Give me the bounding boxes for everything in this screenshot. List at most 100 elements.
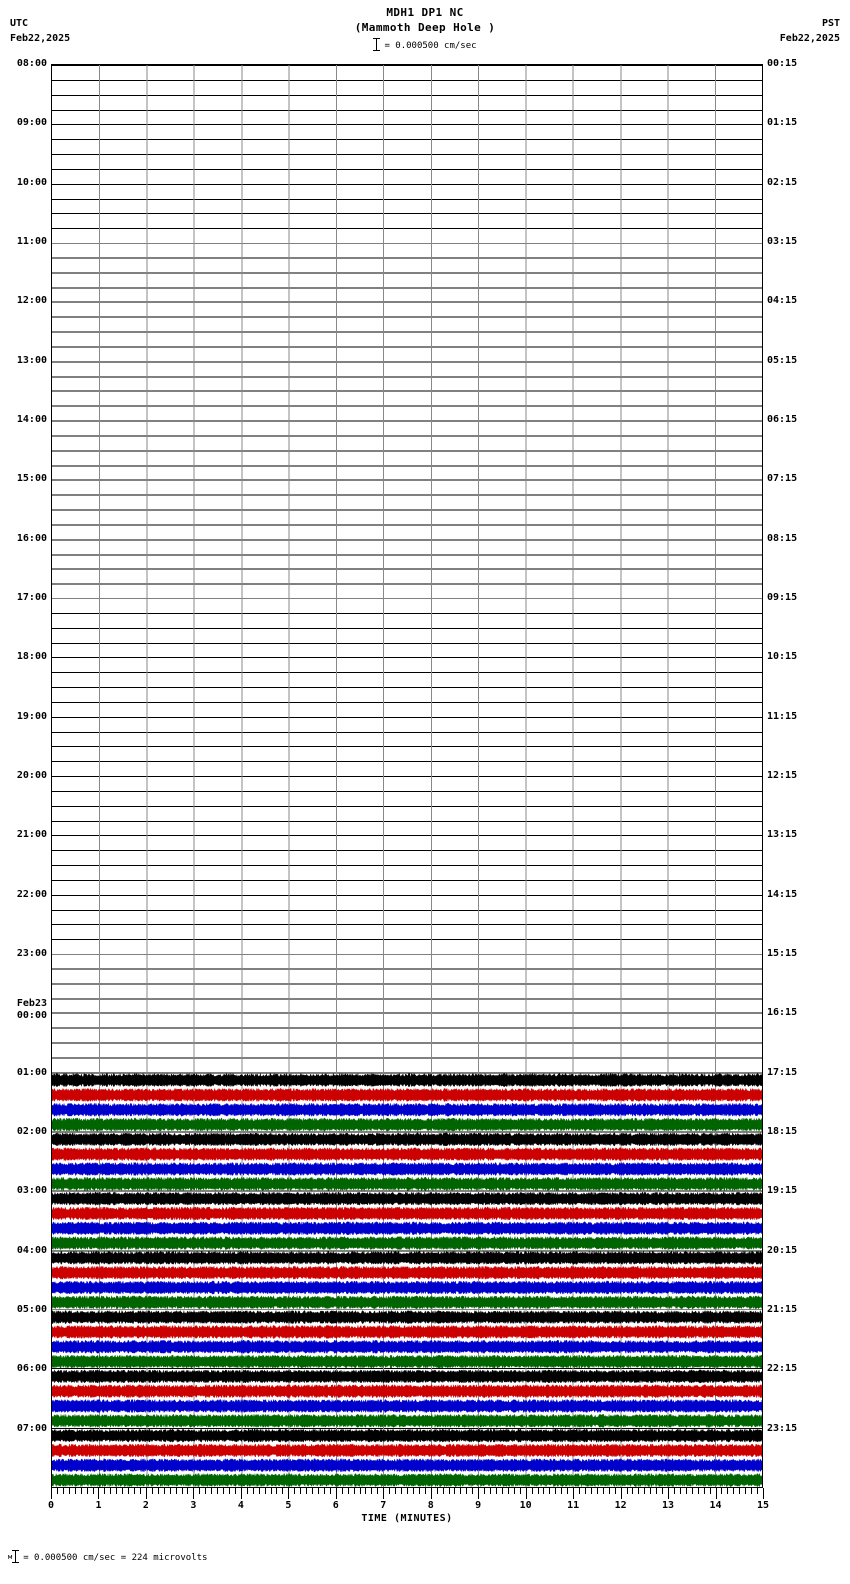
axis-tick-major xyxy=(146,1488,147,1499)
left-time-label: 14:00 xyxy=(16,414,47,425)
axis-tick-minor xyxy=(686,1488,687,1494)
axis-tick-minor xyxy=(199,1488,200,1494)
left-time-label: 11:00 xyxy=(16,236,47,247)
axis-tick-minor xyxy=(235,1488,236,1494)
axis-tick-minor xyxy=(555,1488,556,1494)
right-time-label: 08:15 xyxy=(767,532,798,544)
station-title: MDH1 DP1 NC xyxy=(386,6,464,19)
axis-tick-major xyxy=(383,1488,384,1499)
right-time-label: 23:15 xyxy=(767,1422,798,1434)
axis-tick-minor xyxy=(532,1488,533,1494)
axis-tick-minor xyxy=(733,1488,734,1494)
axis-tick-minor xyxy=(585,1488,586,1494)
axis-tick-minor xyxy=(704,1488,705,1494)
right-time-label: 10:15 xyxy=(767,651,798,663)
axis-tick-minor xyxy=(164,1488,165,1494)
axis-tick-minor xyxy=(330,1488,331,1494)
axis-tick-minor xyxy=(87,1488,88,1494)
minutes-axis: 0 1 2 3 4 5 6 7 8 9 10 11 12 13 14 15 xyxy=(48,1488,769,1528)
axis-tick-minor xyxy=(348,1488,349,1494)
right-time-label: 12:15 xyxy=(767,770,798,781)
left-time-label: 03:00 xyxy=(16,1185,47,1197)
axis-tick-major xyxy=(573,1488,574,1499)
axis-tick-minor xyxy=(407,1488,408,1494)
axis-tick-label: 13 xyxy=(662,1500,675,1511)
axis-tick-major xyxy=(193,1488,194,1499)
axis-tick-minor xyxy=(644,1488,645,1494)
grid-layer xyxy=(52,65,762,1487)
axis-tick-minor xyxy=(490,1488,491,1494)
axis-tick-major xyxy=(668,1488,669,1499)
axis-tick-minor xyxy=(650,1488,651,1494)
footer-prefix: м xyxy=(8,1553,13,1561)
axis-tick-minor xyxy=(259,1488,260,1494)
axis-tick-minor xyxy=(377,1488,378,1494)
footer-scale-label: = 0.000500 cm/sec = 224 microvolts xyxy=(23,1553,208,1563)
axis-tick-label: 14 xyxy=(709,1500,722,1511)
axis-tick-minor xyxy=(466,1488,467,1494)
right-date: Feb22,2025 xyxy=(779,33,840,44)
axis-tick-minor xyxy=(365,1488,366,1494)
axis-tick-minor xyxy=(122,1488,123,1494)
axis-tick-minor xyxy=(502,1488,503,1494)
left-time-label: 10:00 xyxy=(16,176,47,188)
axis-tick-minor xyxy=(538,1488,539,1494)
left-time-label: 05:00 xyxy=(16,1304,47,1315)
axis-tick-minor xyxy=(306,1488,307,1494)
trace-layer xyxy=(52,1072,762,1487)
axis-tick-major xyxy=(51,1488,52,1499)
axis-tick-minor xyxy=(443,1488,444,1494)
axis-tick-label: 2 xyxy=(142,1500,149,1511)
left-time-label: 00:00 xyxy=(16,1010,47,1022)
axis-tick-minor xyxy=(727,1488,728,1494)
left-time-label: 13:00 xyxy=(16,354,47,366)
left-time-label: Feb23 xyxy=(16,998,47,1010)
axis-tick-minor xyxy=(57,1488,58,1494)
axis-tick-label: 15 xyxy=(756,1500,770,1511)
axis-tick-major xyxy=(716,1488,717,1499)
axis-tick-label: 7 xyxy=(380,1500,387,1511)
axis-tick-minor xyxy=(496,1488,497,1494)
axis-tick-minor xyxy=(437,1488,438,1494)
axis-tick-minor xyxy=(217,1488,218,1494)
axis-tick-label: 8 xyxy=(427,1500,434,1511)
axis-tick-label: 9 xyxy=(475,1500,482,1511)
axis-tick-minor xyxy=(698,1488,699,1494)
axis-tick-major xyxy=(288,1488,289,1499)
axis-tick-minor xyxy=(662,1488,663,1494)
axis-tick-minor xyxy=(182,1488,183,1494)
axis-tick-minor xyxy=(638,1488,639,1494)
axis-tick-minor xyxy=(104,1488,105,1494)
right-time-label: 04:15 xyxy=(767,295,798,307)
axis-tick-minor xyxy=(751,1488,752,1494)
axis-tick-minor xyxy=(739,1488,740,1494)
left-date: Feb22,2025 xyxy=(10,33,71,44)
right-time-label: 19:15 xyxy=(767,1185,798,1197)
right-time-label: 01:15 xyxy=(767,117,798,129)
right-time-label: 09:15 xyxy=(767,592,798,603)
axis-tick-minor xyxy=(265,1488,266,1494)
axis-tick-minor xyxy=(591,1488,592,1494)
header: MDH1 DP1 NC (Mammoth Deep Hole ) UTC Feb… xyxy=(0,0,850,64)
left-timezone: UTC xyxy=(10,18,29,29)
axis-tick-minor xyxy=(282,1488,283,1494)
axis-tick-minor xyxy=(395,1488,396,1494)
right-time-label: 05:15 xyxy=(767,354,798,366)
axis-tick-major xyxy=(431,1488,432,1499)
i-beam-scale-icon xyxy=(12,1550,20,1563)
axis-tick-minor xyxy=(294,1488,295,1494)
left-time-label: 09:00 xyxy=(16,117,47,129)
axis-tick-minor xyxy=(342,1488,343,1494)
axis-tick-label: 12 xyxy=(614,1500,627,1511)
axis-tick-minor xyxy=(656,1488,657,1494)
right-time-label: 17:15 xyxy=(767,1066,798,1078)
axis-tick-minor xyxy=(170,1488,171,1494)
axis-tick-minor xyxy=(721,1488,722,1494)
axis-tick-minor xyxy=(609,1488,610,1494)
axis-tick-minor xyxy=(757,1488,758,1494)
helicorder-plot[interactable] xyxy=(51,64,763,1488)
axis-tick-minor xyxy=(454,1488,455,1494)
axis-tick-minor xyxy=(674,1488,675,1494)
left-time-label: 20:00 xyxy=(16,770,47,781)
axis-tick-minor xyxy=(81,1488,82,1494)
